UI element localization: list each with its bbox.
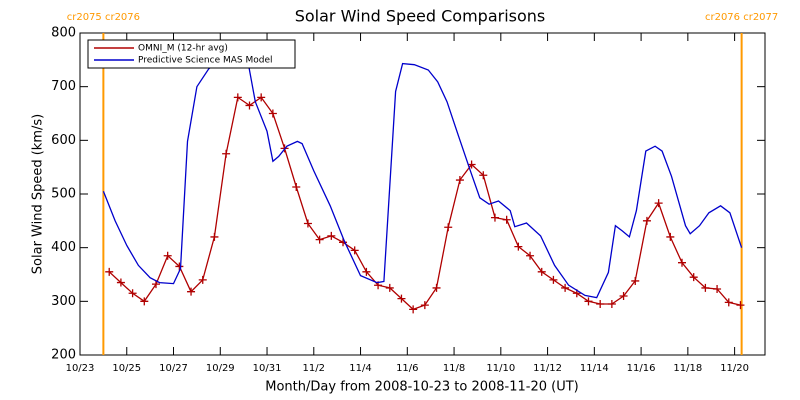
data-point [385,283,394,292]
data-point [642,216,651,225]
x-tick-label: 11/10 [486,363,515,374]
data-point [584,297,593,306]
data-point [233,93,242,102]
data-point [514,242,523,251]
data-point [607,300,616,309]
data-point [315,235,324,244]
data-point [163,251,172,260]
x-tick-label: 10/31 [253,363,282,374]
x-tick-label: 11/18 [673,363,702,374]
data-point [549,275,558,284]
data-point [245,101,254,110]
data-point [175,262,184,271]
data-point [362,267,371,276]
data-point [736,301,745,310]
y-tick-label: 700 [51,79,76,94]
data-point [116,278,125,287]
x-tick-label: 11/14 [580,363,609,374]
data-point [467,160,476,169]
x-tick-label: 10/29 [206,363,235,374]
data-point [339,238,348,247]
x-tick-label: 11/8 [443,363,465,374]
y-tick-label: 400 [51,240,76,255]
x-tick-label: 11/2 [303,363,325,374]
x-tick-label: 11/6 [396,363,418,374]
y-axis-label: Solar Wind Speed (km/s) [31,114,46,274]
x-tick-label: 10/25 [112,363,141,374]
data-point [619,291,628,300]
x-tick-label: 10/27 [159,363,188,374]
y-tick-label: 500 [51,187,76,202]
data-point [654,199,663,208]
data-point [479,171,488,180]
data-point [631,276,640,285]
data-point [257,93,266,102]
x-tick-label: 11/4 [349,363,371,374]
x-axis-label: Month/Day from 2008-10-23 to 2008-11-20 … [265,380,578,395]
data-point [537,267,546,276]
data-point [444,223,453,232]
data-point [561,283,570,292]
x-tick-label: 11/20 [720,363,749,374]
data-point [187,287,196,296]
legend-label: Predictive Science MAS Model [138,56,273,66]
data-point [526,251,535,260]
data-point [350,246,359,255]
data-point [292,183,301,192]
x-tick-label: 10/23 [66,363,95,374]
data-point [689,273,698,282]
y-tick-label: 800 [51,26,76,41]
legend-box [87,39,296,69]
data-point [105,267,114,276]
data-point [268,109,277,118]
data-point [724,298,733,307]
data-point [303,219,312,228]
y-tick-label: 300 [51,294,76,309]
data-point [210,232,219,241]
data-point [432,283,441,292]
data-point [140,297,149,306]
x-tick-label: 11/12 [533,363,562,374]
carrington-label: cr2076 cr2077 [705,12,778,23]
y-tick-label: 600 [51,133,76,148]
x-tick-label: 11/16 [627,363,656,374]
data-point [128,289,137,298]
data-point [678,258,687,267]
data-point [596,300,605,309]
data-point [490,213,499,222]
data-point [409,305,418,314]
y-tick-label: 200 [51,348,76,363]
legend-label: OMNI_M (12-hr avg) [138,44,228,54]
data-point [420,301,429,310]
data-point [327,231,336,240]
data-point [666,232,675,241]
carrington-label: cr2075 cr2076 [67,12,140,23]
data-point [198,275,207,284]
data-point [397,294,406,303]
data-point [222,149,231,158]
data-point [455,176,464,185]
data-point [713,284,722,293]
data-point [502,215,511,224]
data-point [701,283,710,292]
chart-title: Solar Wind Speed Comparisons [295,7,546,26]
